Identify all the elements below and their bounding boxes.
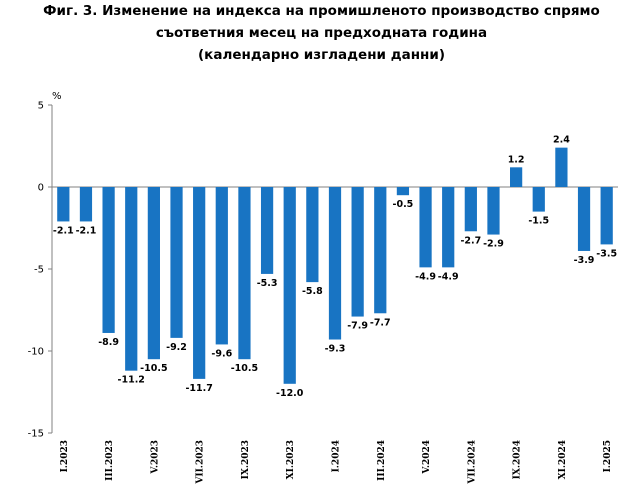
bar-III.2024 (374, 187, 387, 314)
bar-VI.2023 (170, 187, 183, 338)
data-label-X.2024: -1.5 (528, 216, 549, 227)
data-label-II.2024: -7.9 (347, 321, 368, 332)
x-tick-label: III.2023 (105, 440, 115, 481)
data-label-VIII.2023: -9.6 (211, 348, 232, 359)
bar-XII.2023 (306, 187, 319, 283)
data-label-VI.2024: -4.9 (438, 271, 459, 282)
x-tick-label: I.2023 (60, 440, 70, 472)
chart-title-line-3: (календарно изгладени данни) (198, 47, 445, 63)
x-tick-label: XI.2024 (558, 440, 568, 479)
data-label-IV.2023: -11.2 (118, 375, 145, 386)
bar-X.2024 (532, 187, 545, 212)
x-tick-label: IX.2023 (241, 440, 251, 479)
data-label-II.2023: -2.1 (76, 225, 97, 236)
bar-XI.2023 (283, 187, 296, 384)
x-tick-label: V.2023 (150, 440, 160, 475)
data-label-IX.2024: 1.2 (508, 154, 525, 165)
bar-I.2025 (600, 187, 613, 245)
data-label-XI.2024: 2.4 (553, 135, 570, 146)
bar-VII.2023 (193, 187, 206, 379)
x-tick-label: I.2025 (603, 440, 613, 472)
bars (57, 147, 613, 384)
data-label-VIII.2024: -2.9 (483, 239, 504, 250)
y-tick-label: -5 (34, 265, 44, 276)
y-unit-label: % (52, 91, 62, 102)
data-label-IV.2024: -0.5 (393, 199, 414, 210)
bar-I.2023 (57, 187, 70, 222)
data-label-VII.2024: -2.7 (460, 235, 481, 246)
bar-II.2024 (351, 187, 364, 317)
bar-VIII.2024 (487, 187, 500, 235)
data-labels: -2.1 -2.1-8.9-11.2-10.5-9.2-11.7-9.6-10.5… (53, 135, 617, 399)
bar-IV.2024 (396, 187, 410, 196)
data-label-III.2023: -8.9 (98, 337, 119, 348)
data-label-XII.2024: -3.9 (574, 255, 595, 266)
data-label-I.2023: -2.1 (53, 225, 74, 236)
chart-title: Фиг. 3. Изменение на индекса на промишле… (0, 0, 643, 66)
x-tick-label: I.2024 (332, 440, 342, 472)
bar-VI.2024 (442, 187, 455, 268)
y-tick-label: 5 (38, 101, 44, 112)
data-label-XI.2023: -12.0 (276, 388, 304, 399)
y-tick-label: -15 (28, 429, 44, 440)
bar-IX.2024 (510, 167, 523, 187)
x-tick-label: VII.2024 (467, 440, 477, 485)
bar-VII.2024 (464, 187, 477, 232)
data-label-V.2023: -10.5 (140, 363, 167, 374)
x-tick-label: XI.2023 (286, 440, 296, 479)
data-label-XII.2023: -5.8 (302, 286, 323, 297)
bar-II.2023 (79, 187, 93, 222)
y-tick-label: 0 (38, 183, 44, 194)
bar-X.2023 (260, 187, 274, 274)
data-label-III.2024: -7.7 (370, 317, 391, 328)
bar-V.2024 (419, 187, 432, 268)
data-label-I.2024: -9.3 (325, 344, 346, 355)
x-axis-labels: I.2023 III.2023 V.2023 VII.2023 IX.2023 XI.20… (60, 440, 613, 485)
bar-I.2024 (328, 187, 342, 340)
data-label-I.2025: -3.5 (596, 248, 617, 259)
bar-III.2023 (102, 187, 115, 333)
data-label-V.2024: -4.9 (415, 271, 436, 282)
data-label-X.2023: -5.3 (257, 278, 278, 289)
bar-XI.2024 (555, 147, 568, 187)
bar-VIII.2023 (215, 187, 228, 345)
data-label-VI.2023: -9.2 (166, 342, 187, 353)
bar-XII.2024 (577, 187, 591, 251)
chart-title-line-2: съответния месец на предходната година (155, 25, 488, 41)
bar-IX.2023 (238, 187, 251, 360)
x-tick-label: V.2024 (422, 440, 432, 475)
data-label-VII.2023: -11.7 (185, 383, 212, 394)
data-label-IX.2023: -10.5 (231, 363, 258, 374)
bar-IV.2023 (125, 187, 138, 371)
y-axis: 5 0 -5 -10 -15 (28, 101, 52, 440)
x-tick-label: VII.2023 (196, 440, 206, 485)
x-tick-label: IX.2024 (513, 440, 523, 479)
x-tick-label: III.2024 (377, 440, 387, 481)
chart-title-line-1: Фиг. 3. Изменение на индекса на промишле… (43, 3, 600, 19)
y-tick-label: -10 (28, 347, 44, 358)
bar-V.2023 (147, 187, 160, 360)
